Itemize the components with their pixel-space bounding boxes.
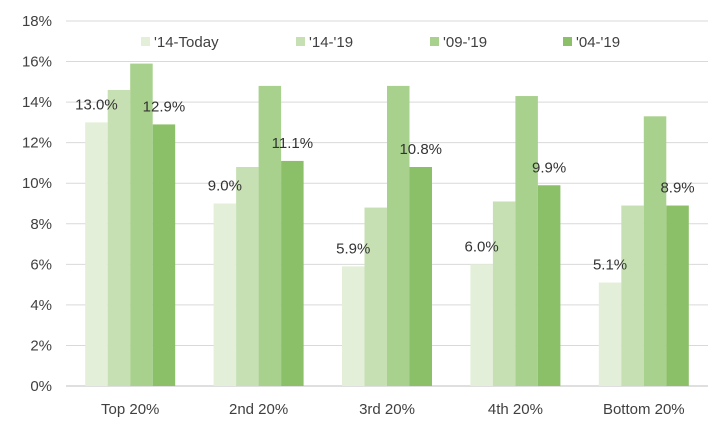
bar [666, 205, 689, 386]
y-tick-label: 0% [30, 378, 52, 395]
legend-label: '14-'19 [309, 34, 353, 51]
y-tick-label: 16% [22, 54, 52, 71]
y-axis-ticks: 0% 2% 4% 6% 8% 10% 12% 14% 16% 18% [22, 13, 52, 395]
bar [470, 264, 493, 386]
y-tick-label: 6% [30, 256, 52, 273]
bar [598, 282, 622, 386]
bar [130, 63, 153, 386]
bar [409, 167, 432, 386]
data-labels: 13.0% 12.9% 9.0% 11.1% 5.9% 10.8% 6.0% 9.9% 5.1%… [75, 96, 694, 273]
bar [387, 85, 410, 386]
data-label: 12.9% [143, 98, 186, 115]
bar [281, 160, 304, 386]
data-label: 11.1% [272, 135, 313, 152]
y-tick-label: 12% [22, 135, 52, 152]
data-label: 10.8% [399, 141, 442, 158]
data-label: 9.0% [208, 178, 242, 195]
bar [107, 89, 131, 386]
x-category-label: Bottom 20% [603, 401, 685, 418]
x-category-label: Top 20% [101, 401, 159, 418]
x-category-label: 4th 20% [488, 401, 543, 418]
bar [342, 266, 365, 386]
legend-swatch [141, 37, 150, 46]
data-label: 13.0% [75, 96, 118, 113]
y-tick-label: 14% [22, 94, 52, 111]
bars [85, 63, 689, 387]
bar [515, 96, 538, 387]
legend-swatch [430, 37, 439, 46]
y-tick-label: 18% [22, 13, 52, 30]
bar [213, 203, 237, 386]
legend-label: '14-Today [154, 34, 219, 51]
bar [258, 85, 282, 386]
bar [492, 201, 516, 386]
bar [537, 185, 561, 386]
y-tick-label: 2% [30, 337, 52, 354]
bar [152, 124, 176, 387]
data-label: 5.9% [336, 240, 370, 257]
x-axis-categories: Top 20% 2nd 20% 3rd 20% 4th 20% Bottom 20% [101, 401, 685, 418]
data-label: 8.9% [660, 180, 694, 197]
legend-swatch [296, 37, 305, 46]
legend-label: '04-'19 [576, 34, 620, 51]
legend: '14-Today '14-'19 '09-'19 '04-'19 [141, 34, 620, 51]
data-label: 6.0% [465, 238, 499, 255]
y-tick-label: 4% [30, 297, 52, 314]
legend-swatch [563, 37, 572, 46]
bar [643, 116, 667, 387]
legend-label: '09-'19 [443, 34, 487, 51]
y-tick-label: 10% [22, 175, 52, 192]
y-tick-label: 8% [30, 216, 52, 233]
x-category-label: 3rd 20% [359, 401, 415, 418]
bar [621, 205, 644, 386]
data-label: 9.9% [532, 159, 566, 176]
data-label: 5.1% [593, 257, 627, 274]
bar [85, 122, 108, 386]
bar [236, 167, 259, 386]
bar [364, 207, 387, 386]
x-category-label: 2nd 20% [229, 401, 288, 418]
